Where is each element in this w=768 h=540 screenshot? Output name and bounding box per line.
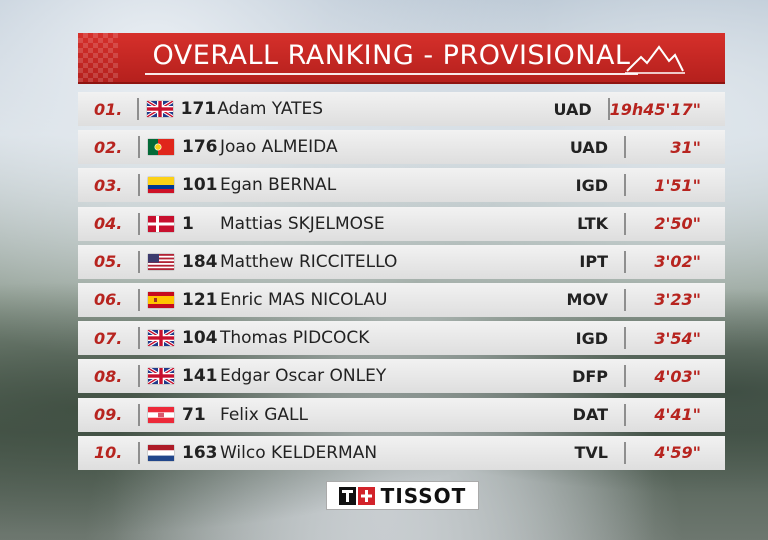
bib-number: 71 [182, 404, 206, 425]
gb-flag-icon [146, 101, 173, 117]
bib-number: 176 [182, 137, 218, 158]
time-gap: 4'59" [654, 443, 701, 463]
at-flag-icon [148, 406, 174, 423]
table-row: 03. 101 Egan BERNAL IGD 1'51" [78, 168, 725, 203]
rider-name: Adam YATES [217, 99, 324, 119]
nl-flag-icon [148, 444, 174, 461]
table-row: 07. 104 Thomas PIDCOCK IGD 3'54" [78, 321, 725, 356]
time-gap: 31" [670, 137, 701, 157]
divider [624, 365, 626, 388]
rank-cell: 02. [94, 137, 123, 157]
team-code: IPT [579, 252, 608, 272]
rank-cell: 03. [94, 175, 123, 195]
rider-name: Thomas PIDCOCK [220, 328, 370, 349]
team-code: DFP [572, 366, 608, 386]
divider [138, 136, 140, 159]
rank-cell: 10. [94, 443, 123, 463]
bib-number: 121 [182, 289, 218, 310]
table-row: 06. 121 Enric MAS NICOLAU MOV 3'23" [78, 282, 725, 317]
table-row: 01. 171 Adam YATES UAD 19h45'17" [78, 92, 725, 126]
divider [624, 250, 626, 273]
divider [138, 174, 140, 197]
team-code: LTK [577, 214, 608, 234]
table-row: 02. 176 Joao ALMEIDA UAD 31" [78, 130, 725, 165]
time-gap: 3'02" [654, 252, 701, 272]
rank-cell: 07. [94, 328, 123, 348]
bib-number: 184 [182, 251, 218, 272]
divider [138, 288, 140, 311]
ranking-board: OVERALL RANKING - PROVISIONAL 01. 171 Ad… [78, 33, 725, 474]
divider [138, 212, 140, 235]
divider [136, 98, 139, 120]
es-flag-icon [148, 291, 174, 308]
divider [138, 365, 140, 388]
rider-name: Matthew RICCITELLO [220, 251, 398, 272]
divider [138, 441, 140, 464]
rider-name: Felix GALL [220, 404, 308, 425]
time-gap: 3'23" [654, 290, 701, 310]
sponsor-logo: TISSOT [326, 481, 479, 510]
rank-cell: 05. [94, 252, 123, 272]
time-gap: 19h45'17" [609, 99, 702, 119]
team-code: UAD [569, 137, 608, 157]
bib-number: 101 [182, 175, 218, 196]
bib-number: 1 [182, 213, 194, 234]
divider [624, 288, 626, 311]
team-code: IGD [575, 175, 608, 195]
rank-cell: 01. [94, 99, 123, 119]
divider [624, 212, 626, 235]
table-row: 05. 184 Matthew RICCITELLO IPT 3'02" [78, 244, 725, 279]
rider-name: Wilco KELDERMAN [220, 442, 378, 463]
rank-cell: 06. [94, 290, 123, 310]
divider [624, 174, 626, 197]
dk-flag-icon [148, 215, 174, 232]
mountain-icon [625, 45, 685, 74]
us-flag-icon [148, 253, 174, 270]
sponsor-name: TISSOT [380, 483, 467, 508]
time-gap: 3'54" [654, 328, 701, 348]
gb-flag-icon [148, 368, 174, 385]
bib-number: 104 [182, 328, 218, 349]
ranking-list: 01. 171 Adam YATES UAD 19h45'17" 02. 176… [78, 92, 725, 470]
table-row: 04. 1 Mattias SKJELMOSE LTK 2'50" [78, 206, 725, 241]
rider-name: Mattias SKJELMOSE [220, 213, 385, 234]
rank-cell: 08. [94, 366, 123, 386]
tissot-cross-icon [338, 486, 375, 505]
bib-number: 141 [182, 366, 218, 387]
ranking-title: OVERALL RANKING - PROVISIONAL [144, 40, 639, 75]
time-gap: 1'51" [654, 175, 701, 195]
divider [138, 250, 140, 273]
team-code: UAD [553, 99, 592, 119]
team-code: DAT [572, 405, 608, 424]
divider [607, 98, 610, 120]
checker-pattern [78, 33, 118, 82]
co-flag-icon [148, 177, 174, 194]
divider [624, 327, 626, 350]
rider-name: Egan BERNAL [220, 175, 337, 196]
divider [624, 136, 626, 159]
time-gap: 4'03" [654, 366, 701, 386]
team-code: MOV [566, 290, 608, 310]
gb-flag-icon [148, 330, 174, 347]
table-row: 09. 71 Felix GALL DAT 4'41" [78, 397, 725, 432]
rider-name: Edgar Oscar ONLEY [220, 366, 387, 387]
rider-name: Enric MAS NICOLAU [220, 289, 388, 310]
time-gap: 2'50" [654, 214, 701, 234]
bib-number: 163 [182, 442, 218, 463]
time-gap: 4'41" [654, 405, 701, 424]
divider [138, 327, 140, 350]
rank-cell: 04. [94, 214, 123, 234]
divider [624, 441, 626, 464]
divider [624, 403, 626, 426]
ranking-header: OVERALL RANKING - PROVISIONAL [78, 33, 725, 84]
rider-name: Joao ALMEIDA [220, 137, 338, 158]
pt-flag-icon [148, 139, 174, 156]
bib-number: 171 [180, 99, 217, 119]
table-row: 10. 163 Wilco KELDERMAN TVL 4'59" [78, 435, 725, 470]
team-code: IGD [575, 328, 608, 348]
table-row: 08. 141 Edgar Oscar ONLEY DFP 4'03" [78, 359, 725, 394]
rank-cell: 09. [94, 405, 123, 424]
team-code: TVL [574, 443, 609, 463]
divider [138, 403, 140, 426]
